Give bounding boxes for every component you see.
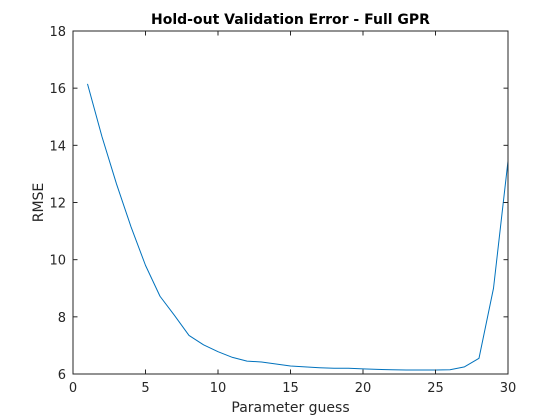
x-tick-label: 10 xyxy=(210,381,227,396)
x-tick-label: 30 xyxy=(500,381,517,396)
x-tick-label: 0 xyxy=(69,381,77,396)
x-tick-label: 15 xyxy=(282,381,299,396)
chart-title: Hold-out Validation Error - Full GPR xyxy=(151,12,430,28)
x-tick-label: 25 xyxy=(427,381,444,396)
y-tick-label: 14 xyxy=(49,139,66,154)
y-tick-label: 10 xyxy=(49,254,66,269)
y-tick-label: 12 xyxy=(49,197,66,212)
series-line xyxy=(87,83,509,371)
y-tick-label: 8 xyxy=(58,311,66,326)
x-tick-label: 20 xyxy=(355,381,372,396)
x-tick-label: 5 xyxy=(141,381,149,396)
y-tick-label: 16 xyxy=(49,82,66,97)
y-tick-label: 6 xyxy=(58,368,66,383)
y-axis-title: RMSE xyxy=(31,183,47,223)
axes-box xyxy=(72,30,509,375)
y-tick-label: 18 xyxy=(49,25,66,40)
x-axis-title: Parameter guess xyxy=(231,400,349,416)
